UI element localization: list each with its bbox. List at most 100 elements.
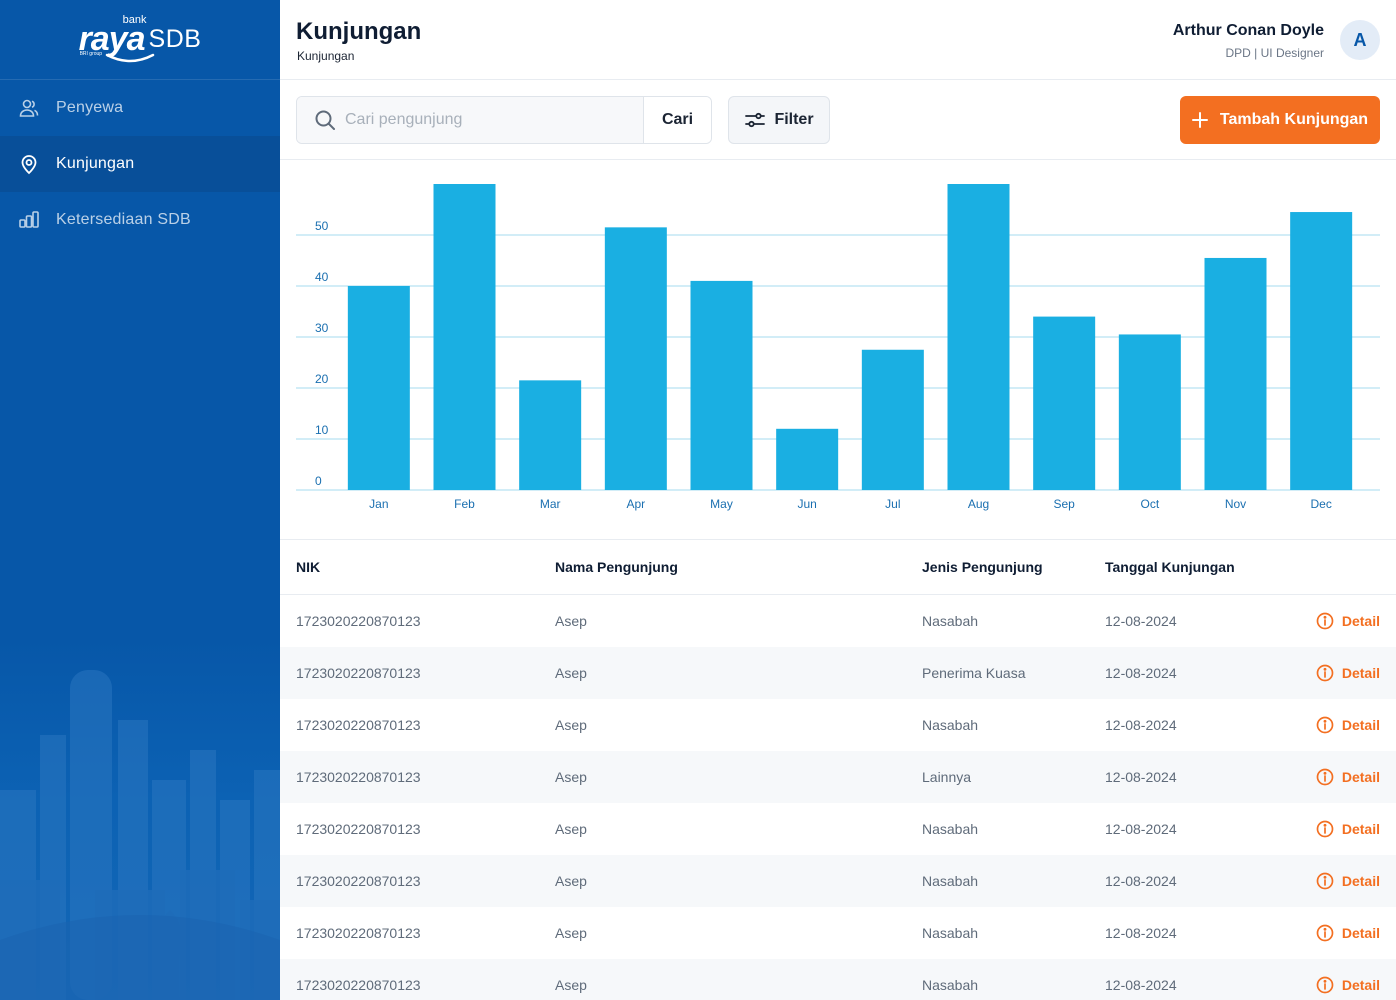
y-tick-label: 40 [315, 270, 329, 284]
table-row[interactable]: 1723020220870123 Asep Nasabah 12-08-2024 Det… [280, 959, 1396, 1000]
x-tick-label: Nov [1225, 497, 1246, 511]
bar-may[interactable] [690, 280, 753, 490]
x-tick-label: Jun [797, 497, 816, 511]
table-row[interactable]: 1723020220870123 Asep Nasabah 12-08-2024 Det… [280, 907, 1396, 959]
sidebar-item-label: Ketersediaan SDB [56, 211, 191, 228]
cell-tanggal: 12-08-2024 [1105, 821, 1177, 837]
bar-dec[interactable] [1290, 212, 1353, 491]
detail-button[interactable]: Detail [1295, 872, 1396, 890]
bar-oct[interactable] [1118, 334, 1181, 490]
sidebar-item-penyewa[interactable]: Penyewa [0, 80, 280, 136]
user-name: Arthur Conan Doyle [1172, 22, 1324, 39]
toolbar: Cari Filter Tambah Kunjungan [280, 80, 1396, 160]
column-header-nama[interactable]: Nama Pengunjung [555, 559, 678, 575]
x-tick-label: Aug [968, 497, 989, 511]
cell-nik: 1723020220870123 [296, 717, 421, 733]
cell-nik: 1723020220870123 [296, 925, 421, 941]
brand-swoosh-icon [105, 53, 154, 63]
bar-aug[interactable] [947, 184, 1010, 490]
y-tick-label: 0 [315, 474, 322, 488]
cell-jenis: Nasabah [922, 873, 979, 889]
detail-button[interactable]: Detail [1295, 924, 1396, 942]
cell-nama: Asep [555, 665, 587, 681]
add-kunjungan-label: Tambah Kunjungan [1219, 111, 1369, 128]
cell-tanggal: 12-08-2024 [1105, 925, 1177, 941]
add-kunjungan-button[interactable]: Tambah Kunjungan [1180, 96, 1380, 144]
filter-button[interactable]: Filter [728, 96, 830, 144]
sidebar-item-ketersediaan-sdb[interactable]: Ketersediaan SDB [0, 192, 280, 248]
x-tick-label: Dec [1310, 497, 1331, 511]
detail-label: Detail [1341, 977, 1380, 993]
bar-mar[interactable] [519, 380, 582, 490]
table-body: 1723020220870123 Asep Nasabah 12-08-2024 Det… [280, 595, 1396, 1000]
sidebar-item-label: Kunjungan [56, 155, 135, 172]
table-row[interactable]: 1723020220870123 Asep Lainnya 12-08-2024 Det… [280, 751, 1396, 803]
cell-nama: Asep [555, 925, 587, 941]
avatar[interactable]: A [1340, 20, 1380, 60]
sidebar-item-kunjungan[interactable]: Kunjungan [0, 136, 280, 192]
table-row[interactable]: 1723020220870123 Asep Penerima Kuasa 12-08-… [280, 647, 1396, 699]
detail-button[interactable]: Detail [1295, 976, 1396, 994]
cell-nama: Asep [555, 821, 587, 837]
cell-tanggal: 12-08-2024 [1105, 717, 1177, 733]
cell-nama: Asep [555, 977, 587, 993]
breadcrumb[interactable]: Kunjungan [297, 49, 355, 63]
detail-button[interactable]: Detail [1295, 612, 1396, 630]
sidebar-item-label: Penyewa [56, 99, 124, 116]
table-row[interactable]: 1723020220870123 Asep Nasabah 12-08-2024 Det… [280, 855, 1396, 907]
bar-feb[interactable] [433, 184, 496, 490]
brand-group-label: BRI group [79, 51, 103, 57]
brand-bank-label: bank [122, 14, 147, 26]
bar-jan[interactable] [347, 286, 410, 490]
x-tick-label: Mar [540, 497, 561, 511]
detail-button[interactable]: Detail [1295, 820, 1396, 838]
brand-logo[interactable]: raya bank BRI group SDB [0, 0, 280, 80]
bar-sep[interactable] [1033, 316, 1096, 490]
detail-button[interactable]: Detail [1295, 716, 1396, 734]
search-button[interactable]: Cari [643, 97, 711, 143]
search-bar: Cari [296, 96, 712, 144]
y-tick-label: 50 [315, 219, 329, 233]
detail-label: Detail [1341, 873, 1380, 889]
page-title: Kunjungan [296, 18, 422, 45]
cell-nama: Asep [555, 613, 587, 629]
cell-jenis: Nasabah [922, 821, 979, 837]
table-header: NIK Nama Pengunjung Jenis Pengunjung Tan… [280, 540, 1396, 595]
cell-tanggal: 12-08-2024 [1105, 873, 1177, 889]
location-pin-icon [18, 153, 40, 175]
users-icon [18, 97, 40, 119]
bar-jun[interactable] [776, 428, 839, 490]
cell-nik: 1723020220870123 [296, 821, 421, 837]
x-tick-label: Jul [885, 497, 900, 511]
bar-jul[interactable] [861, 349, 924, 490]
detail-label: Detail [1341, 821, 1380, 837]
chart-svg: 0 10 20 30 40 50 Jan Feb Mar Apr May Jun Jul Aug Sep Oc… [296, 184, 1380, 511]
bar-apr[interactable] [604, 227, 667, 490]
cell-tanggal: 12-08-2024 [1105, 769, 1177, 785]
cell-tanggal: 12-08-2024 [1105, 613, 1177, 629]
column-header-tanggal[interactable]: Tanggal Kunjungan [1105, 559, 1235, 575]
x-tick-label: Oct [1140, 497, 1159, 511]
info-icon [1316, 872, 1334, 890]
bar-nov[interactable] [1204, 257, 1267, 490]
brand-wordmark: raya bank BRI group [78, 14, 154, 63]
detail-button[interactable]: Detail [1295, 768, 1396, 786]
x-tick-label: Jan [369, 497, 388, 511]
visits-bar-chart: 0 10 20 30 40 50 Jan Feb Mar Apr May Jun Jul Aug Sep Oc… [280, 160, 1396, 540]
cell-nik: 1723020220870123 [296, 665, 421, 681]
column-header-jenis[interactable]: Jenis Pengunjung [922, 559, 1043, 575]
table-row[interactable]: 1723020220870123 Asep Nasabah 12-08-2024 Det… [280, 595, 1396, 647]
info-icon [1316, 924, 1334, 942]
brand-word: raya [78, 20, 146, 58]
info-icon [1316, 768, 1334, 786]
search-input[interactable] [345, 111, 625, 129]
cell-nik: 1723020220870123 [296, 977, 421, 993]
table-row[interactable]: 1723020220870123 Asep Nasabah 12-08-2024 Det… [280, 699, 1396, 751]
table-row[interactable]: 1723020220870123 Asep Nasabah 12-08-2024 Det… [280, 803, 1396, 855]
detail-label: Detail [1341, 717, 1380, 733]
info-icon [1316, 976, 1334, 994]
x-tick-label: Sep [1053, 497, 1075, 511]
cell-jenis: Penerima Kuasa [922, 665, 1026, 681]
column-header-nik[interactable]: NIK [296, 559, 321, 575]
detail-button[interactable]: Detail [1295, 664, 1396, 682]
